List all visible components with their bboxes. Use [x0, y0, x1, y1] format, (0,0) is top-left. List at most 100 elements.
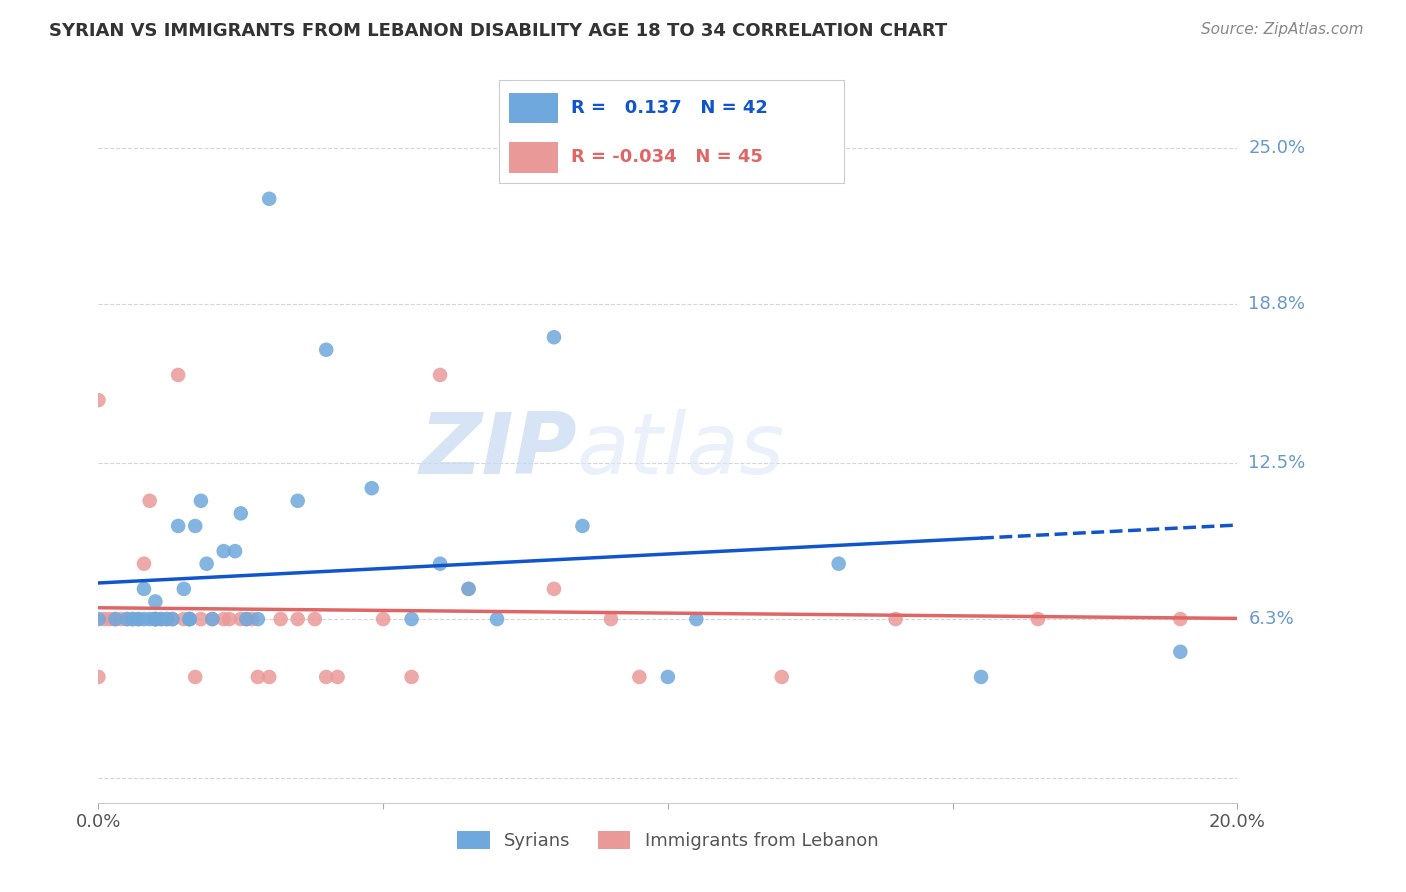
Point — [360, 481, 382, 495]
Point — [457, 582, 479, 596]
Point — [240, 612, 263, 626]
Point — [121, 612, 143, 626]
Point — [429, 368, 451, 382]
Point — [1170, 645, 1192, 659]
Point — [150, 612, 173, 626]
Point — [167, 368, 190, 382]
Point — [543, 330, 565, 344]
Text: 12.5%: 12.5% — [1249, 454, 1306, 472]
Point — [132, 557, 155, 571]
Point — [145, 612, 167, 626]
Point — [156, 612, 179, 626]
Point — [190, 493, 212, 508]
Point — [98, 612, 121, 626]
Point — [110, 612, 132, 626]
Point — [685, 612, 707, 626]
Point — [195, 557, 218, 571]
Point — [246, 670, 269, 684]
Point — [184, 670, 207, 684]
Point — [184, 519, 207, 533]
Bar — [509, 93, 558, 123]
Point — [457, 582, 479, 596]
Point — [212, 612, 235, 626]
Text: ZIP: ZIP — [419, 409, 576, 492]
Point — [571, 519, 593, 533]
Point — [138, 493, 160, 508]
Point — [87, 393, 110, 408]
Point — [138, 612, 160, 626]
Point — [87, 670, 110, 684]
Text: 18.8%: 18.8% — [1249, 295, 1305, 313]
Point — [127, 612, 149, 626]
Point — [115, 612, 138, 626]
Point — [93, 612, 115, 626]
Text: 25.0%: 25.0% — [1249, 139, 1306, 158]
Point — [150, 612, 173, 626]
Point — [162, 612, 184, 626]
Point — [104, 612, 127, 626]
Point — [315, 670, 337, 684]
Point — [770, 670, 793, 684]
Point — [235, 612, 257, 626]
Text: 6.3%: 6.3% — [1249, 610, 1294, 628]
Point — [287, 493, 309, 508]
Point — [600, 612, 623, 626]
Point — [132, 612, 155, 626]
Point — [201, 612, 224, 626]
Point — [145, 612, 167, 626]
Text: R = -0.034   N = 45: R = -0.034 N = 45 — [571, 148, 763, 166]
Point — [145, 612, 167, 626]
Point — [486, 612, 509, 626]
Point — [229, 612, 252, 626]
Point — [132, 582, 155, 596]
Point — [156, 612, 179, 626]
Point — [429, 557, 451, 571]
Point — [401, 670, 423, 684]
Point — [259, 192, 281, 206]
Point — [246, 612, 269, 626]
Point — [218, 612, 240, 626]
Point — [1170, 612, 1192, 626]
Point — [828, 557, 851, 571]
Point — [373, 612, 395, 626]
Point — [229, 507, 252, 521]
Text: R =   0.137   N = 42: R = 0.137 N = 42 — [571, 99, 768, 117]
Point — [127, 612, 149, 626]
Point — [179, 612, 201, 626]
Point — [270, 612, 292, 626]
Legend: Syrians, Immigrants from Lebanon: Syrians, Immigrants from Lebanon — [450, 823, 886, 857]
Point — [259, 670, 281, 684]
Point — [543, 582, 565, 596]
Point — [212, 544, 235, 558]
Point — [167, 519, 190, 533]
Point — [315, 343, 337, 357]
Point — [884, 612, 907, 626]
Point — [162, 612, 184, 626]
Text: Source: ZipAtlas.com: Source: ZipAtlas.com — [1201, 22, 1364, 37]
Point — [287, 612, 309, 626]
Point — [87, 612, 110, 626]
Point — [145, 612, 167, 626]
Point — [104, 612, 127, 626]
Text: SYRIAN VS IMMIGRANTS FROM LEBANON DISABILITY AGE 18 TO 34 CORRELATION CHART: SYRIAN VS IMMIGRANTS FROM LEBANON DISABI… — [49, 22, 948, 40]
Point — [179, 612, 201, 626]
Point — [179, 612, 201, 626]
Point — [628, 670, 651, 684]
Point — [224, 544, 246, 558]
Bar — [509, 142, 558, 173]
Point — [401, 612, 423, 626]
Point — [304, 612, 326, 626]
Point — [121, 612, 143, 626]
Point — [235, 612, 257, 626]
Point — [115, 612, 138, 626]
Point — [326, 670, 349, 684]
Point — [1026, 612, 1049, 626]
Point — [145, 594, 167, 608]
Point — [173, 582, 195, 596]
Point — [970, 670, 993, 684]
Point — [201, 612, 224, 626]
Point — [173, 612, 195, 626]
Point — [190, 612, 212, 626]
Text: atlas: atlas — [576, 409, 785, 492]
Point — [657, 670, 679, 684]
